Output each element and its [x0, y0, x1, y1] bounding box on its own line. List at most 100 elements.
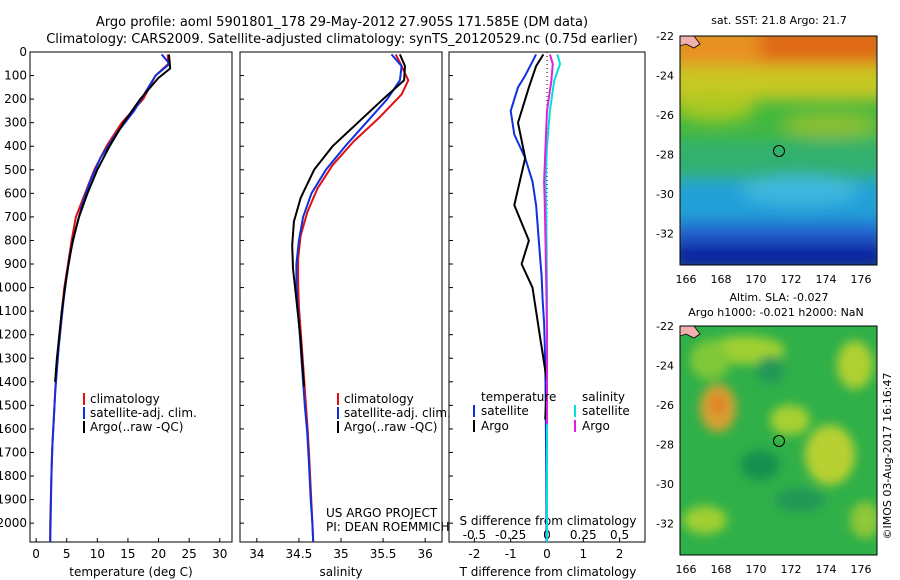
lon-tick-label: 166	[676, 563, 697, 576]
sdiff-tick-label: -0.5	[463, 528, 486, 542]
x-tick-label: 5	[63, 547, 71, 561]
figure-title-line2: Climatology: CARS2009. Satellite-adjuste…	[46, 32, 638, 47]
depth-tick-label: 300	[4, 116, 27, 130]
depth-tick-label: 400	[4, 139, 27, 153]
diff-legend-s-argo: Argo	[582, 419, 610, 433]
sal-legend: climatology satellite-adj. clim. Argo(..…	[337, 392, 451, 434]
lon-tick-label: 172	[781, 273, 802, 286]
sdiff-tick-label: 0.5	[610, 528, 629, 542]
sla-map	[680, 326, 877, 555]
lon-tick-label: 170	[746, 273, 767, 286]
lat-tick-label: -30	[656, 188, 674, 201]
diff-legend-t-argo: Argo	[481, 419, 509, 433]
depth-tick-label: 0	[19, 45, 27, 59]
sst-map-title: sat. SST: 21.8 Argo: 21.7	[711, 14, 847, 27]
lon-tick-label: 166	[676, 273, 697, 286]
lat-tick-label: -32	[656, 228, 674, 241]
sdiff-tick-label: 0.25	[570, 528, 597, 542]
depth-tick-label: 1700	[0, 445, 27, 459]
lat-tick-label: -32	[656, 518, 674, 531]
diff-legend-salinity-head: salinity	[582, 390, 625, 404]
depth-tick-label: 1500	[0, 398, 27, 412]
temp-legend-satellite: satellite-adj. clim.	[90, 406, 197, 420]
sla-map-title1: Altim. SLA: -0.027	[729, 291, 828, 304]
x-tick-label: 35.5	[370, 547, 397, 561]
sla-map-frame	[679, 325, 878, 556]
series-line-1-2	[291, 54, 406, 387]
lat-tick-label: -28	[656, 149, 674, 162]
depth-tick-label: 1200	[0, 328, 27, 342]
x-tick-label: 15	[120, 547, 135, 561]
lat-tick-label: -26	[656, 109, 674, 122]
depth-tick-label: 700	[4, 210, 27, 224]
project-label: US ARGO PROJECT	[326, 506, 438, 520]
depth-tick-label: 900	[4, 257, 27, 271]
sal-axis-label: salinity	[319, 565, 362, 579]
diff-legend-t-satellite: satellite	[481, 404, 529, 418]
lat-tick-label: -28	[656, 439, 674, 452]
series-line-0-2	[54, 54, 172, 382]
x-tick-label: 0	[543, 547, 551, 561]
depth-tick-label: 1800	[0, 469, 27, 483]
lon-tick-label: 170	[746, 563, 767, 576]
diff-axis-label: T difference from climatology	[459, 565, 637, 579]
sla-float-marker	[773, 435, 785, 447]
depth-tick-label: 1400	[0, 375, 27, 389]
temp-legend-climatology: climatology	[90, 392, 160, 406]
depth-tick-label: 1100	[0, 304, 27, 318]
sst-map	[680, 36, 877, 265]
diff-legend: temperature salinity satellite Argo sate…	[473, 390, 630, 433]
depth-tick-label: 1600	[0, 422, 27, 436]
temp-panel-frame	[29, 51, 233, 543]
x-tick-label: -2	[468, 547, 480, 561]
lat-tick-label: -30	[656, 478, 674, 491]
figure-title-line1: Argo profile: aoml 5901801_178 29-May-20…	[96, 15, 588, 30]
x-tick-label: 35	[333, 547, 348, 561]
x-tick-label: 36	[418, 547, 433, 561]
profile-curves	[49, 53, 562, 543]
sst-lon-ticks: 166 168 170 172 174 176	[676, 273, 872, 286]
temp-legend: climatology satellite-adj. clim. Argo(..…	[83, 392, 197, 434]
diff-legend-s-satellite: satellite	[582, 404, 630, 418]
lon-tick-label: 168	[711, 273, 732, 286]
sst-float-marker	[773, 145, 785, 157]
lon-tick-label: 172	[781, 563, 802, 576]
x-tick-label: 1	[579, 547, 587, 561]
lon-tick-label: 174	[816, 563, 837, 576]
depth-tick-label: 600	[4, 186, 27, 200]
x-tick-label: 34	[249, 547, 264, 561]
lat-tick-label: -26	[656, 399, 674, 412]
sla-land-patch	[680, 326, 701, 339]
x-tick-label: 25	[182, 547, 197, 561]
x-tick-label: 30	[212, 547, 227, 561]
depth-tick-label: 1000	[0, 281, 27, 295]
series-line-1-1	[295, 53, 403, 543]
sst-map-frame	[679, 35, 878, 266]
sal-legend-argo: Argo(..raw -QC)	[344, 420, 437, 434]
series-line-3-0	[544, 54, 562, 542]
depth-tick-label: 100	[4, 69, 27, 83]
series-line-2-0	[509, 53, 548, 543]
sal-axis-ticks: 34 34.5 35 35.5 36	[249, 538, 433, 561]
depth-tick-label: 500	[4, 163, 27, 177]
temp-axis-ticks: 0 5 10 15 20 25 30	[32, 538, 227, 561]
imos-credit: ©IMOS 03-Aug-2017 16:16:47	[881, 373, 894, 540]
depth-tick-label: 1300	[0, 351, 27, 365]
sal-legend-climatology: climatology	[344, 392, 414, 406]
sla-lon-ticks: 166 168 170 172 174 176	[676, 563, 872, 576]
depth-tick-label: 2000	[0, 516, 27, 530]
sal-legend-satellite: satellite-adj. clim.	[344, 406, 451, 420]
temp-axis-label: temperature (deg C)	[69, 565, 192, 579]
depth-tick-label: 200	[4, 92, 27, 106]
sst-land-patch	[680, 36, 701, 49]
lat-tick-label: -24	[656, 360, 674, 373]
series-line-3-1	[543, 54, 554, 425]
diff-legend-temperature-head: temperature	[481, 390, 556, 404]
x-tick-label: 20	[151, 547, 166, 561]
lon-tick-label: 176	[851, 273, 872, 286]
x-tick-label: 34.5	[286, 547, 313, 561]
lon-tick-label: 176	[851, 563, 872, 576]
sla-map-title2: Argo h1000: -0.021 h2000: NaN	[688, 306, 864, 319]
temp-legend-argo: Argo(..raw -QC)	[90, 420, 183, 434]
